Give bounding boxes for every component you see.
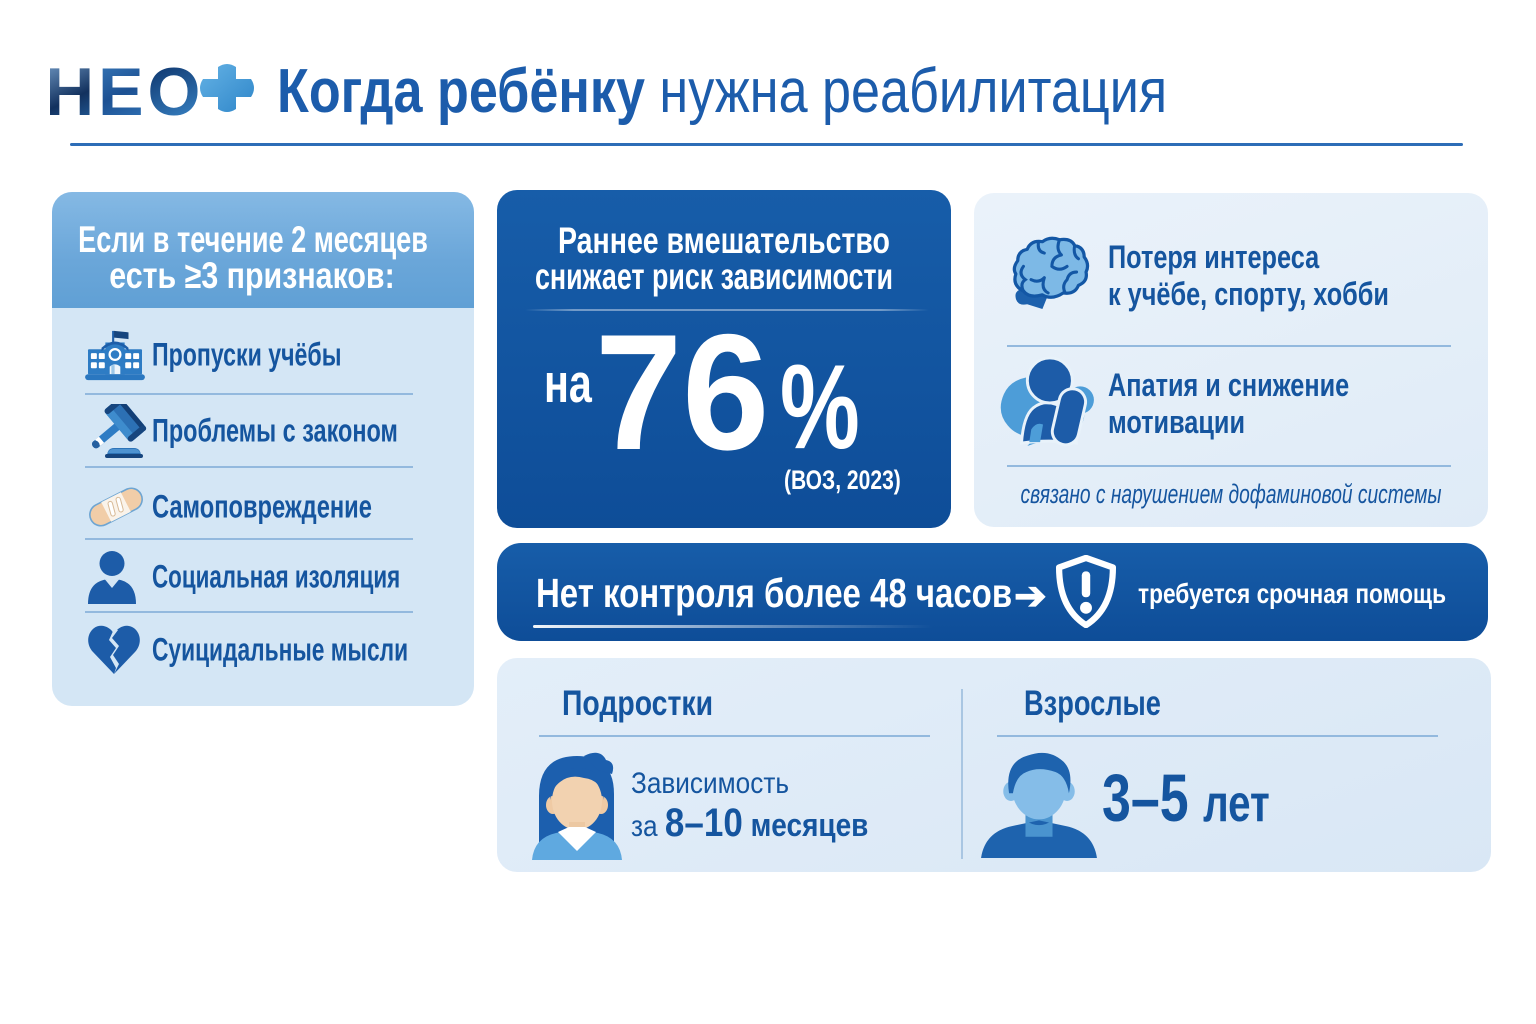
svg-text:НЕО: НЕО <box>50 60 204 118</box>
